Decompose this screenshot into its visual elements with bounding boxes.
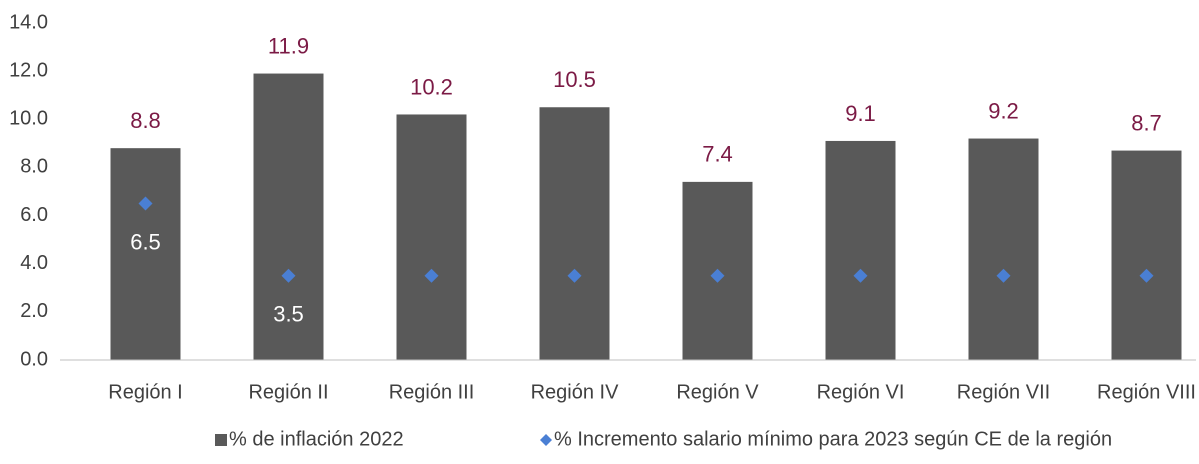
marker <box>138 196 153 211</box>
data-label: 11.9 <box>268 33 309 58</box>
y-tick-label: 6.0 <box>20 204 48 226</box>
legend-label: % Incremento salario mínimo para 2023 se… <box>554 428 1112 450</box>
data-label: 6.5 <box>130 229 161 254</box>
x-tick-label: Región I <box>108 381 183 403</box>
marker <box>853 268 868 283</box>
bar <box>110 148 181 360</box>
x-tick-label: Región V <box>676 381 759 403</box>
y-tick-label: 0.0 <box>20 348 48 370</box>
data-label: 9.1 <box>845 101 876 126</box>
x-tick-label: Región II <box>248 381 328 403</box>
legend-swatch <box>540 434 552 446</box>
marker <box>567 268 582 283</box>
bar <box>539 107 610 360</box>
marker <box>996 268 1011 283</box>
bar <box>968 138 1039 360</box>
y-tick-label: 2.0 <box>20 300 48 322</box>
bar <box>1111 150 1182 360</box>
data-label: 8.8 <box>130 108 161 133</box>
x-tick-label: Región III <box>389 381 475 403</box>
legend-swatch <box>215 434 227 446</box>
data-label: 10.5 <box>553 67 596 92</box>
marker <box>281 268 296 283</box>
data-label: 10.2 <box>410 74 453 99</box>
legend-label: % de inflación 2022 <box>229 428 404 450</box>
data-label: 7.4 <box>702 142 733 167</box>
bar <box>825 140 896 360</box>
y-tick-label: 12.0 <box>9 59 48 81</box>
marker <box>1139 268 1154 283</box>
y-tick-label: 14.0 <box>9 11 48 33</box>
y-tick-label: 8.0 <box>20 156 48 178</box>
marker <box>710 268 725 283</box>
marker <box>424 268 439 283</box>
x-tick-label: Región VI <box>817 381 905 403</box>
y-tick-label: 4.0 <box>20 252 48 274</box>
x-tick-label: Región VIII <box>1097 381 1196 403</box>
data-label: 9.2 <box>988 98 1019 123</box>
x-tick-label: Región IV <box>531 381 619 403</box>
data-label: 8.7 <box>1131 110 1162 135</box>
bar <box>253 73 324 361</box>
bar <box>396 114 467 360</box>
x-tick-label: Región VII <box>957 381 1050 403</box>
y-tick-label: 10.0 <box>9 108 48 130</box>
data-label: 3.5 <box>273 302 304 327</box>
